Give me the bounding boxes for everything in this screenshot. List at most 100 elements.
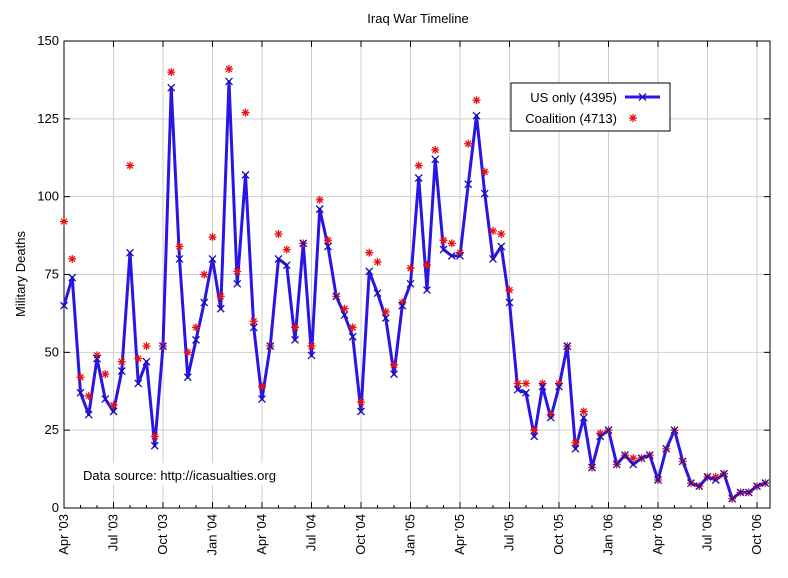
data-point-us-only [167,83,176,92]
y-tick-label: 125 [37,111,59,126]
marker-stroke [208,254,217,263]
data-point-us-only [678,457,687,466]
marker-stroke [118,358,126,366]
marker-stroke [101,395,110,403]
data-point-us-only [134,379,143,388]
marker-stroke [530,432,539,441]
data-point-us-only [497,242,506,251]
annotation-background [78,463,296,485]
marker-stroke [489,254,497,263]
data-point-us-only [703,472,712,481]
x-tick-label: Jul '03 [106,514,121,551]
marker-stroke [167,83,176,92]
marker-stroke [489,227,497,235]
data-point-coalition [406,264,415,273]
data-point-us-only [233,279,242,288]
x-tick-label: Apr '04 [254,514,269,555]
data-point-us-only [579,413,588,422]
marker-stroke [645,451,654,460]
data-point-us-only [563,342,572,351]
marker-stroke [77,373,84,381]
data-point-coalition [357,398,365,407]
data-point-us-only [381,314,390,323]
data-point-coalition [282,245,291,254]
data-point-us-only [439,245,448,254]
marker-stroke [580,408,588,415]
data-point-us-only [192,335,200,344]
data-point-us-only [431,155,440,164]
data-point-coalition [258,382,266,391]
x-tick-label: Jul '04 [304,514,319,551]
x-tick-label: Oct '04 [353,514,368,555]
data-point-us-only [241,170,250,179]
marker-stroke [480,189,489,198]
marker-stroke [604,426,613,435]
data-point-us-only [68,273,77,282]
marker-stroke [423,261,431,269]
data-point-us-only [93,354,101,363]
marker-stroke [109,407,118,416]
marker-stroke [291,335,299,344]
marker-stroke [761,479,770,488]
marker-stroke [728,494,737,503]
data-point-coalition [381,307,390,316]
marker-stroke [637,454,646,463]
marker-stroke [316,196,324,204]
data-point-coalition [629,454,638,463]
data-point-us-only [60,301,68,310]
data-point-us-only [522,388,530,397]
legend-key-coalition [629,114,637,122]
marker-stroke [241,170,250,179]
marker-stroke [142,357,151,366]
marker-stroke [250,317,258,325]
marker-stroke [365,249,373,257]
data-point-coalition [134,354,143,363]
data-point-coalition [192,323,200,332]
data-point-us-only [76,388,85,397]
marker-stroke [274,254,283,263]
data-point-coalition [142,342,151,351]
data-point-us-only [126,248,134,257]
marker-stroke [192,335,200,344]
data-point-coalition [167,68,176,77]
chart-title: Iraq War Timeline [367,11,468,26]
marker-stroke [117,367,126,375]
data-point-us-only [423,286,431,295]
data-point-coalition [126,161,134,170]
marker-stroke [431,146,439,154]
data-point-coalition [472,96,481,105]
marker-stroke [93,354,101,363]
data-point-us-only [588,463,596,472]
data-point-us-only [761,479,770,488]
data-point-us-only [687,479,695,488]
data-point-us-only [307,351,316,360]
data-point-us-only [472,111,481,120]
y-axis-label: Military Deaths [13,231,28,317]
data-point-us-only [546,413,555,422]
marker-stroke [134,379,143,388]
data-point-coalition [117,357,126,366]
data-point-us-only [637,454,646,463]
marker-stroke [423,286,431,295]
data-point-us-only [332,292,341,301]
marker-stroke [150,441,159,450]
marker-stroke [753,482,761,491]
data-point-coalition [291,323,299,332]
data-point-us-only [711,476,720,484]
data-point-us-only [142,357,151,366]
data-point-us-only [225,77,233,86]
marker-stroke [687,479,695,488]
data-point-coalition [109,401,118,410]
data-point-us-only [480,189,489,198]
marker-stroke [415,162,423,169]
data-point-coalition [431,145,440,154]
marker-stroke [159,342,167,351]
marker-stroke [744,488,753,497]
data-point-us-only [464,180,473,189]
marker-stroke [406,279,415,288]
data-point-coalition [175,242,184,251]
marker-stroke [332,292,341,301]
data-point-us-only [720,469,728,478]
marker-stroke [126,248,134,257]
data-point-us-only [249,323,258,332]
